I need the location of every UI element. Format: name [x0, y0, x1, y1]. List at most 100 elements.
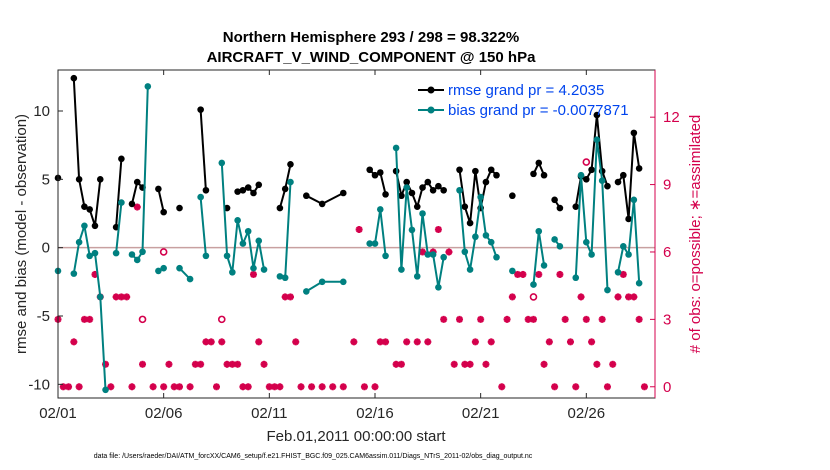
obs-possible-marker [217, 315, 226, 324]
obs-assimilated-marker [403, 338, 411, 346]
bias-point [572, 274, 580, 282]
bias-point [588, 251, 595, 258]
bias-point [218, 159, 226, 167]
rmse-point [535, 159, 543, 167]
rmse-point [176, 204, 183, 212]
obs-assimilated-marker [271, 383, 279, 391]
obs-assimilated-marker [561, 315, 569, 323]
obs-assimilated-marker [445, 248, 453, 256]
bias-point [144, 83, 152, 90]
bias-point [535, 227, 543, 235]
right-y-tick-label: 0 [663, 379, 671, 396]
x-tick-label: 02/01 [39, 405, 77, 422]
obs-assimilated-marker [461, 360, 469, 368]
obs-assimilated-marker [297, 383, 305, 391]
bias-point [70, 270, 78, 277]
rmse-point [118, 155, 125, 163]
rmse-point [413, 203, 421, 210]
obs-assimilated-marker [519, 270, 527, 278]
bias-point [392, 144, 400, 152]
obs-assimilated-marker [249, 270, 257, 278]
rmse-point [318, 200, 326, 208]
obs-assimilated-marker [371, 383, 379, 391]
rmse-point [276, 204, 284, 212]
obs-assimilated-marker [234, 360, 242, 368]
right-y-tick-label: 12 [663, 109, 680, 126]
bias-point [303, 288, 310, 295]
rmse-point [91, 222, 99, 230]
x-axis-label: Feb.01,2011 00:00:00 start [266, 428, 446, 445]
rmse-point [81, 203, 88, 210]
bias-point [482, 232, 490, 239]
legend-rmse-marker [427, 86, 435, 94]
bias-point [493, 253, 500, 261]
bias-point [318, 278, 326, 286]
bias-point [630, 196, 638, 204]
left-y-axis-ticks: -10 -5 0 5 10 [28, 103, 63, 393]
rmse-point [583, 176, 590, 183]
rmse-point [250, 189, 257, 197]
bias-point [635, 279, 643, 287]
obs-assimilated-marker [614, 293, 622, 301]
obs-assimilated-marker [308, 383, 316, 391]
rmse-point [96, 176, 104, 183]
bias-point [366, 240, 374, 247]
rmse-point [472, 167, 479, 175]
rmse-line-segment [115, 158, 123, 228]
bias-point [440, 253, 447, 261]
rmse-point [128, 200, 136, 208]
obs-assimilated-marker [355, 226, 363, 234]
obs-assimilated-marker [139, 360, 147, 368]
rmse-point [635, 165, 643, 172]
right-y-tick-label: 6 [663, 244, 671, 261]
bias-point [371, 240, 379, 247]
bias-point [112, 249, 120, 257]
x-tick-label: 02/26 [568, 405, 606, 422]
bias-point [620, 243, 627, 250]
bias-point [186, 275, 194, 283]
obs-assimilated-marker [339, 383, 347, 391]
right-y-tick-label: 3 [663, 311, 671, 328]
bias-point [614, 268, 622, 276]
rmse-point [376, 169, 384, 176]
obs-assimilated-marker [86, 315, 94, 323]
obs-assimilated-marker [577, 293, 585, 301]
obs-assimilated-marker [413, 338, 421, 346]
rmse-point [287, 161, 294, 168]
obs-assimilated-marker [260, 360, 268, 368]
bias-point [287, 178, 294, 186]
obs-assimilated-marker [508, 293, 516, 301]
rmse-point [593, 111, 601, 119]
obs-assimilated-marker [223, 360, 231, 368]
rmse-point [255, 181, 263, 189]
obs-assimilated-marker [619, 270, 627, 278]
obs-possible-marker [582, 158, 591, 166]
obs-assimilated-marker [218, 338, 226, 346]
rmse-point [133, 178, 141, 186]
obs-assimilated-marker [276, 383, 284, 391]
rmse-point [339, 189, 347, 197]
obs-assimilated-marker [640, 383, 648, 391]
x-tick-label: 02/16 [356, 405, 394, 422]
bias-line-segment [395, 147, 445, 288]
bias-point [260, 266, 268, 273]
obs-assimilated-marker [566, 338, 574, 346]
rmse-point [419, 184, 426, 191]
obs-assimilated-marker [75, 383, 83, 391]
bias-point [81, 222, 88, 230]
legend-rmse-label: rmse grand pr = 4.2035 [448, 82, 604, 99]
bias-point [556, 243, 564, 250]
obs-assimilated-marker [133, 203, 141, 211]
bias-point [276, 273, 284, 280]
bias-point [255, 237, 263, 245]
bias-point [96, 293, 104, 301]
obs-assimilated-marker [292, 338, 300, 346]
rmse-line-segment [199, 109, 207, 191]
rmse-point [461, 203, 469, 210]
left-y-tick-label: -10 [28, 376, 50, 393]
obs-assimilated-marker [456, 315, 464, 323]
obs-assimilated-marker [609, 360, 617, 368]
rmse-point [424, 178, 432, 186]
bias-point [398, 266, 405, 273]
